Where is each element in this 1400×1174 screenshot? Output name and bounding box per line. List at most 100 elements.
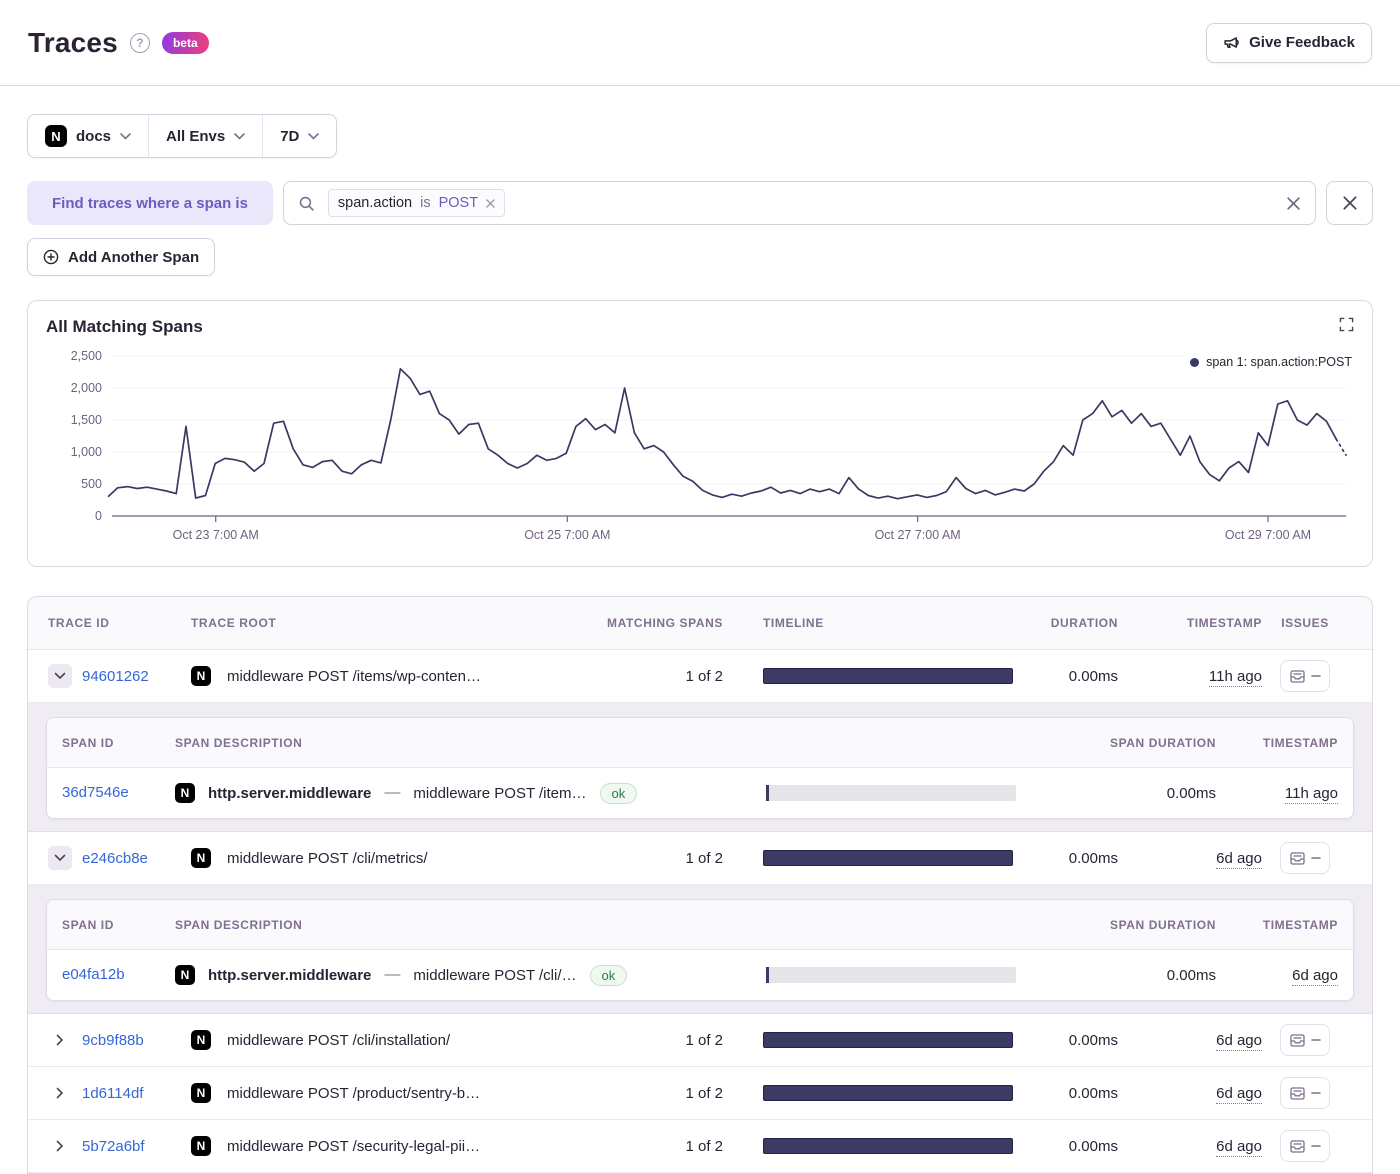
all-matching-spans-card: All Matching Spans span 1: span.action:P… [27, 300, 1373, 567]
timeline-bar[interactable] [763, 1085, 1013, 1101]
span-description-cell: Nhttp.server.middleware—middleware POST … [175, 783, 766, 804]
collapse-trace-button[interactable] [48, 664, 72, 688]
span-timeline-cell [766, 785, 1016, 801]
timestamp-cell: 6d ago [1118, 1085, 1262, 1102]
trace-root-cell: Nmiddleware POST /product/sentry-b… [191, 1083, 598, 1103]
timeline-bar[interactable] [763, 1138, 1013, 1154]
trace-root-text: middleware POST /security-legal-pii… [227, 1138, 480, 1155]
expand-chart-button[interactable] [1339, 317, 1354, 332]
give-feedback-label: Give Feedback [1249, 34, 1355, 51]
trace-root-text: middleware POST /cli/metrics/ [227, 850, 428, 867]
nextjs-icon: N [191, 1083, 211, 1103]
x-axis-tick-label: Oct 27 7:00 AM [875, 528, 961, 542]
trace-id-link[interactable]: 5b72a6bf [82, 1138, 145, 1155]
plus-circle-icon [43, 249, 59, 265]
col-header-span-description: Span Description [175, 736, 766, 750]
timeline-bar[interactable] [763, 850, 1013, 866]
clear-search-button[interactable] [1286, 196, 1301, 211]
col-header-span-description: Span Description [175, 918, 766, 932]
matching-spans-count: 1 of 2 [598, 1085, 723, 1102]
search-token[interactable]: span.action is POST [328, 189, 505, 217]
span-timestamp-value[interactable]: 6d ago [1292, 967, 1338, 986]
span-timeline-bar[interactable] [766, 967, 1016, 983]
span-timeline-cell [766, 967, 1016, 983]
timestamp-cell: 6d ago [1118, 1032, 1262, 1049]
span-timeline-bar[interactable] [766, 785, 1016, 801]
spans-line-chart[interactable]: 05001,0001,5002,0002,500Oct 23 7:00 AMOc… [46, 346, 1354, 550]
issues-archive-icon [1289, 1139, 1306, 1154]
col-header-trace-id: Trace ID [48, 616, 191, 630]
clear-icon [1286, 196, 1301, 211]
token-value[interactable]: POST [439, 195, 478, 211]
megaphone-icon [1223, 34, 1240, 51]
timeline-cell [763, 1138, 1013, 1154]
expand-trace-button[interactable] [48, 1028, 72, 1052]
environment-filter-label: All Envs [166, 128, 225, 145]
issues-archive-icon [1289, 1086, 1306, 1101]
trace-id-link[interactable]: 9cb9f88b [82, 1032, 144, 1049]
chevron-right-icon [56, 1034, 64, 1046]
give-feedback-button[interactable]: Give Feedback [1206, 23, 1372, 63]
timestamp-value[interactable]: 11h ago [1209, 668, 1262, 687]
chevron-down-icon [120, 133, 131, 140]
help-icon[interactable]: ? [130, 33, 150, 53]
no-issues-dash-icon [1311, 1144, 1321, 1148]
y-axis-tick-label: 500 [81, 477, 102, 491]
expand-trace-button[interactable] [48, 1081, 72, 1105]
timestamp-value[interactable]: 6d ago [1216, 1032, 1262, 1051]
span-timestamp-cell: 6d ago [1216, 967, 1338, 984]
nextjs-icon: N [191, 1030, 211, 1050]
trace-id-link[interactable]: 94601262 [82, 668, 149, 685]
span-timestamp-value[interactable]: 11h ago [1285, 785, 1338, 804]
timestamp-value[interactable]: 6d ago [1216, 850, 1262, 869]
fullscreen-icon [1339, 317, 1354, 332]
status-ok-badge: ok [590, 965, 628, 986]
trace-row: 5b72a6bfNmiddleware POST /security-legal… [28, 1120, 1372, 1173]
trace-id-link[interactable]: 1d6114df [82, 1085, 143, 1102]
span-id-link[interactable]: e04fa12b [62, 966, 125, 983]
span-timeline-marker [766, 785, 769, 801]
trace-root-text: middleware POST /items/wp-conten… [227, 668, 481, 685]
project-filter[interactable]: N docs [28, 115, 148, 157]
issues-button[interactable] [1280, 1130, 1330, 1162]
add-another-span-button[interactable]: Add Another Span [27, 238, 215, 276]
timestamp-value[interactable]: 6d ago [1216, 1138, 1262, 1157]
timeline-cell [763, 1085, 1013, 1101]
expand-trace-button[interactable] [48, 1134, 72, 1158]
matching-spans-count: 1 of 2 [598, 668, 723, 685]
timeline-bar[interactable] [763, 668, 1013, 684]
remove-span-condition-button[interactable] [1326, 181, 1373, 225]
issues-button[interactable] [1280, 1024, 1330, 1056]
close-icon [1342, 195, 1358, 211]
issues-button[interactable] [1280, 842, 1330, 874]
timestamp-value[interactable]: 6d ago [1216, 1085, 1262, 1104]
nextjs-icon: N [45, 125, 67, 147]
trace-root-cell: Nmiddleware POST /items/wp-conten… [191, 666, 598, 686]
span-table-header-row: Span IDSpan DescriptionSpan DurationTime… [47, 718, 1353, 768]
nextjs-icon: N [175, 783, 195, 803]
date-range-label: 7D [280, 128, 299, 145]
collapse-trace-button[interactable] [48, 846, 72, 870]
trace-row: 94601262 Nmiddleware POST /items/wp-conte… [28, 650, 1372, 703]
span-operation: http.server.middleware [208, 785, 371, 802]
find-traces-label: Find traces where a span is [27, 181, 273, 225]
legend-dot-icon [1190, 358, 1199, 367]
span-id-link[interactable]: 36d7546e [62, 784, 129, 801]
timeline-cell [763, 668, 1013, 684]
token-operator[interactable]: is [420, 195, 430, 211]
trace-row: e246cb8eNmiddleware POST /cli/metrics/1 … [28, 832, 1372, 885]
trace-id-link[interactable]: e246cb8e [82, 850, 148, 867]
filter-bar: N docs All Envs 7D [27, 114, 337, 158]
issues-cell [1262, 842, 1348, 874]
col-header-span-duration: Span Duration [1016, 736, 1216, 750]
environment-filter[interactable]: All Envs [148, 115, 262, 157]
duration-value: 0.00ms [1013, 1085, 1118, 1102]
issues-button[interactable] [1280, 1077, 1330, 1109]
span-search-input[interactable]: span.action is POST [283, 181, 1316, 225]
remove-token-icon[interactable] [486, 199, 495, 208]
chevron-down-icon [54, 672, 66, 680]
date-range-filter[interactable]: 7D [262, 115, 336, 157]
timeline-bar[interactable] [763, 1032, 1013, 1048]
x-axis-tick-label: Oct 25 7:00 AM [524, 528, 610, 542]
issues-button[interactable] [1280, 660, 1330, 692]
